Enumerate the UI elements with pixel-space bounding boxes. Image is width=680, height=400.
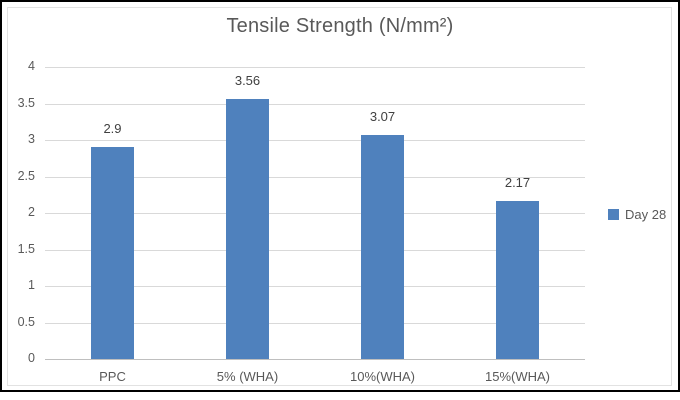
gridline [45, 286, 585, 287]
bar [91, 147, 134, 359]
gridline [45, 213, 585, 214]
chart-area-border [7, 7, 672, 386]
bar-value-label: 3.56 [234, 73, 261, 89]
bar-value-label: 2.17 [504, 174, 531, 190]
y-axis-tick-label: 3.5 [17, 95, 35, 110]
bar-value-label: 3.07 [369, 108, 396, 124]
chart-title: Tensile Strength (N/mm²) [226, 15, 454, 37]
legend-swatch-icon [608, 209, 619, 220]
bar [226, 99, 269, 359]
x-axis-line [45, 359, 585, 360]
bar [496, 200, 539, 359]
gridline [45, 249, 585, 251]
x-axis-category-label: 15%(WHA) [484, 369, 550, 384]
y-axis-tick-label: 0 [28, 351, 35, 365]
gridline [45, 176, 585, 178]
y-axis-tick-label: 2 [28, 205, 35, 219]
y-axis-tick-label: 0.5 [17, 314, 35, 329]
gridline [45, 140, 585, 141]
y-axis-tick-label: 3 [28, 132, 35, 146]
legend-label: Day 28 [625, 207, 667, 222]
x-axis-category-label: PPC [99, 369, 126, 384]
legend: Day 28 [608, 207, 666, 222]
y-axis-tick-label: 1 [28, 278, 35, 292]
x-axis-category-label: 5% (WHA) [216, 369, 279, 384]
x-axis-category-label: 10%(WHA) [349, 369, 415, 384]
y-axis-tick-label: 4 [28, 59, 35, 73]
bar [361, 134, 404, 359]
bar-value-label: 2.9 [103, 121, 122, 137]
gridline [45, 103, 585, 105]
gridline [45, 322, 585, 324]
y-axis-tick-label: 2.5 [17, 168, 35, 183]
y-axis-tick-label: 1.5 [17, 241, 35, 256]
gridline [45, 67, 585, 68]
